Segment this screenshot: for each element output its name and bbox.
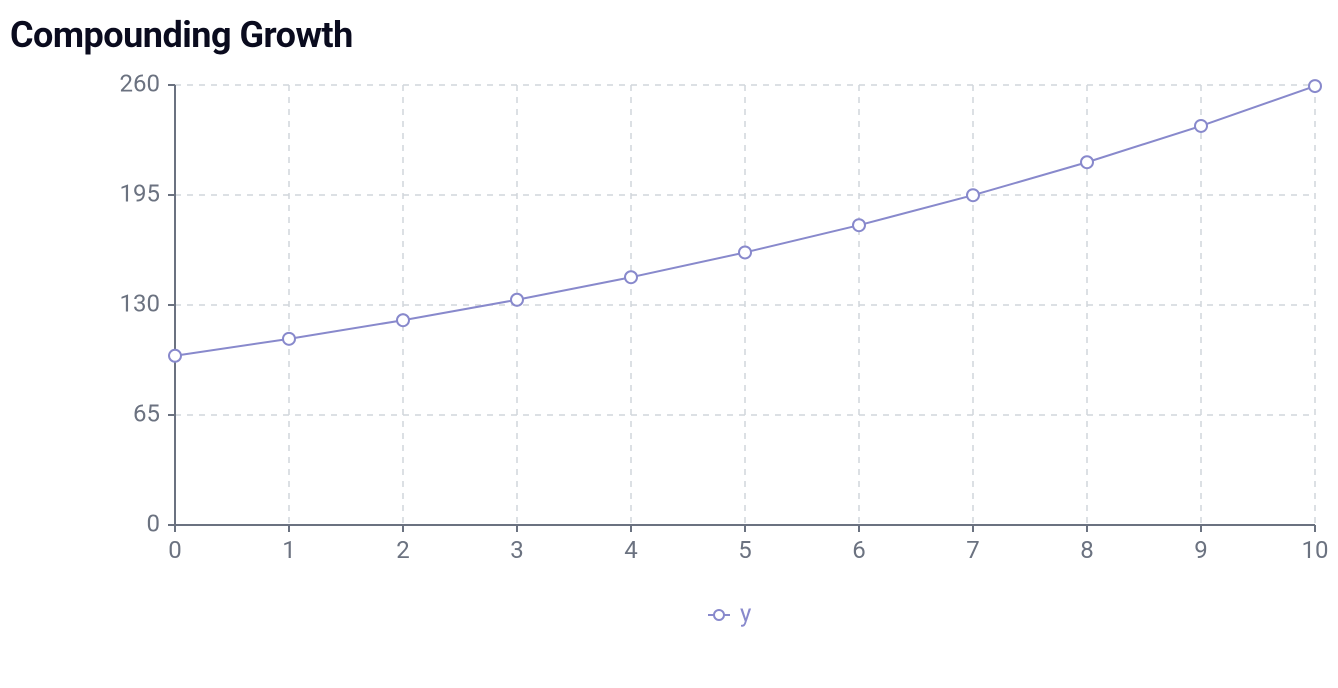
data-point	[853, 219, 865, 231]
x-tick-label: 1	[282, 536, 296, 564]
x-tick-label: 0	[168, 536, 182, 564]
x-tick-label: 2	[396, 536, 410, 564]
x-tick-label: 7	[966, 536, 980, 564]
legend-marker-icon	[714, 610, 724, 620]
data-point	[283, 333, 295, 345]
data-point	[397, 314, 409, 326]
data-point	[1309, 80, 1321, 92]
line-chart: 0 65 130 195 260 0 1 2 3 4 5 6 7 8 9 10 y	[0, 70, 1338, 660]
legend: y	[708, 599, 752, 627]
x-tick-label: 9	[1194, 536, 1208, 564]
y-tick-label: 130	[120, 289, 160, 317]
chart-title: Compounding Growth	[10, 14, 353, 56]
data-point	[739, 246, 751, 258]
chart-container: 0 65 130 195 260 0 1 2 3 4 5 6 7 8 9 10 y	[0, 70, 1338, 660]
data-point	[625, 271, 637, 283]
data-point	[1195, 120, 1207, 132]
x-tick-label: 4	[624, 536, 638, 564]
y-tick-label: 65	[133, 399, 160, 427]
x-tick-label: 6	[852, 536, 866, 564]
y-tick-label: 260	[120, 70, 160, 97]
y-tick-label: 195	[120, 179, 160, 207]
data-point	[1081, 156, 1093, 168]
x-tick-label: 3	[510, 536, 524, 564]
data-point	[169, 350, 181, 362]
data-point	[511, 294, 523, 306]
x-tick-label: 10	[1302, 536, 1329, 564]
y-tick-label: 0	[147, 509, 161, 537]
x-tick-label: 8	[1080, 536, 1094, 564]
data-point	[967, 189, 979, 201]
legend-label: y	[740, 599, 752, 627]
x-tick-label: 5	[738, 536, 752, 564]
